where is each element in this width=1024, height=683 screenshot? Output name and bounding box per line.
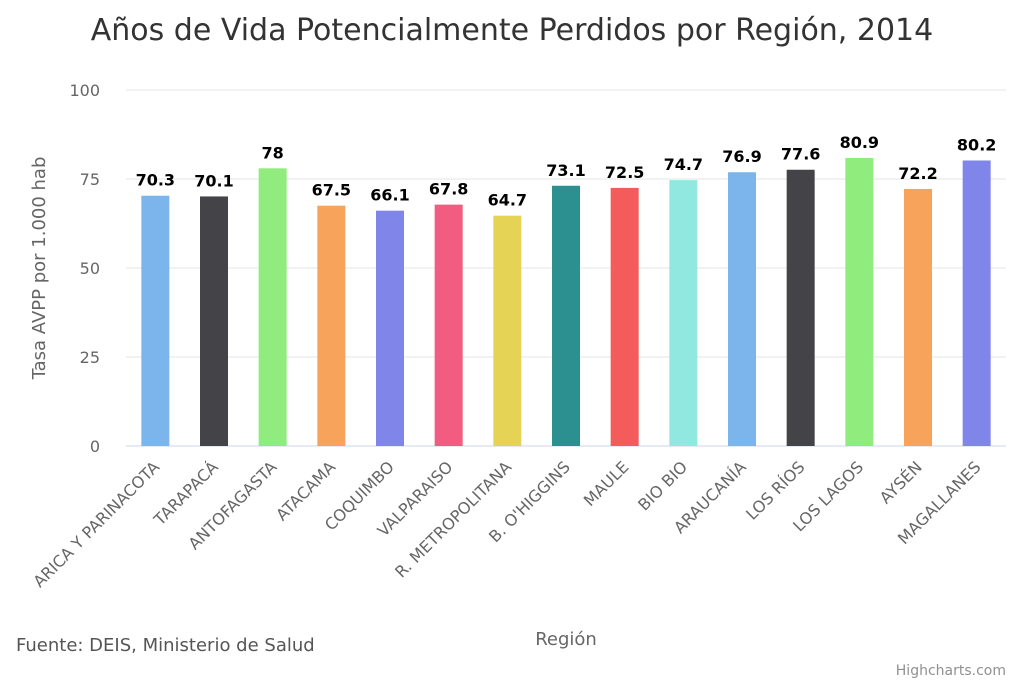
- bar[interactable]: [845, 157, 874, 446]
- y-tick-label: 100: [69, 81, 100, 100]
- data-labels: 70.3 70.1 78 67.5 66.1 67.8 64.7 73.1 72.5 74.7 76…: [136, 133, 997, 210]
- source-note: Fuente: DEIS, Ministerio de Salud: [16, 635, 315, 656]
- data-label: 80.2: [957, 135, 996, 154]
- data-label: 74.7: [664, 155, 703, 174]
- data-label: 77.6: [781, 145, 820, 164]
- y-tick-label: 50: [80, 259, 100, 278]
- data-label: 76.9: [722, 147, 761, 166]
- credits-link[interactable]: Highcharts.com: [896, 663, 1006, 679]
- data-label: 72.2: [898, 164, 937, 183]
- y-axis-ticks: 0 25 50 75 100: [69, 81, 100, 456]
- data-label: 72.5: [605, 163, 644, 182]
- data-label: 70.3: [136, 171, 175, 190]
- bar[interactable]: [669, 180, 698, 446]
- data-label: 67.5: [312, 181, 351, 200]
- bar[interactable]: [786, 169, 815, 446]
- bar[interactable]: [904, 188, 932, 446]
- x-tick-label: BIO BIO: [634, 457, 691, 514]
- bars: [141, 157, 991, 446]
- y-tick-label: 75: [80, 170, 100, 189]
- bar[interactable]: [728, 172, 756, 446]
- data-label: 66.1: [370, 186, 409, 205]
- bar[interactable]: [317, 205, 346, 446]
- bar[interactable]: [258, 168, 287, 446]
- data-label: 73.1: [546, 161, 585, 180]
- bar[interactable]: [434, 204, 463, 446]
- x-tick-label: MAULE: [580, 457, 633, 510]
- data-label: 64.7: [488, 191, 527, 210]
- bar[interactable]: [962, 160, 991, 446]
- data-label: 78: [262, 143, 284, 162]
- x-axis-ticks: ARICA Y PARINACOTATARAPACÁANTOFAGASTAATA…: [29, 457, 984, 591]
- chart-title: Años de Vida Potencialmente Perdidos por…: [91, 13, 933, 48]
- x-tick-label: ARICA Y PARINACOTA: [29, 457, 163, 591]
- bar[interactable]: [610, 187, 639, 446]
- data-label: 80.9: [840, 133, 879, 152]
- x-tick-label: AYSÉN: [876, 457, 926, 507]
- bar[interactable]: [552, 185, 580, 446]
- bar[interactable]: [200, 196, 228, 446]
- data-label: 67.8: [429, 180, 468, 199]
- bar[interactable]: [141, 195, 170, 446]
- y-axis-title: Tasa AVPP por 1.000 hab: [29, 157, 50, 381]
- bar[interactable]: [493, 215, 522, 446]
- x-tick-label: R. METROPOLITANA: [391, 457, 515, 581]
- y-tick-label: 0: [90, 437, 100, 456]
- y-tick-label: 25: [80, 348, 100, 367]
- data-label: 70.1: [194, 171, 233, 190]
- bar[interactable]: [376, 210, 404, 446]
- x-axis-title: Región: [535, 629, 597, 650]
